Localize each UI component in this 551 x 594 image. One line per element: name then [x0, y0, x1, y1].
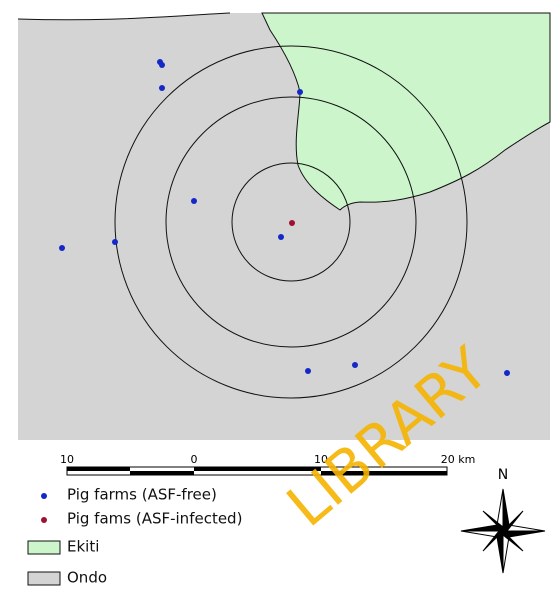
scale-segment	[67, 467, 130, 471]
farm-point	[297, 89, 303, 95]
legend-label: Ekiti	[67, 538, 99, 556]
legend-symbol	[41, 517, 47, 523]
farms-free	[59, 59, 510, 376]
legend-label: Pig farms (ASF-free)	[67, 486, 217, 504]
outside-area	[18, 13, 230, 20]
scale-segment	[321, 471, 447, 475]
buffer-ring	[165, 96, 417, 348]
scale-segment	[130, 471, 194, 475]
legend-label: Pig fams (ASF-infected)	[67, 510, 242, 528]
north-label: N	[498, 467, 508, 483]
boundary	[17, 12, 231, 21]
map	[17, 12, 551, 440]
farm-point	[112, 239, 118, 245]
farm-point	[59, 245, 65, 251]
farm-point	[191, 198, 197, 204]
scale-label: 10	[314, 453, 328, 466]
legend: Pig farms (ASF-free) Pig fams (ASF-infec…	[27, 486, 242, 587]
scale-label: 0	[191, 453, 198, 466]
compass-rose	[460, 488, 546, 574]
scale-label: 10	[60, 453, 74, 466]
farm-infected	[289, 220, 295, 226]
scale-label: 20 km	[441, 453, 476, 466]
buffer-ring	[114, 45, 468, 399]
farm-point	[159, 85, 165, 91]
buffer-rings	[114, 45, 468, 399]
farm-point	[278, 234, 284, 240]
farm-point	[504, 370, 510, 376]
buffer-ring	[231, 162, 351, 282]
legend-symbol	[27, 571, 61, 586]
farm-point	[159, 62, 165, 68]
farm-point	[352, 362, 358, 368]
scale-bar: 10 0 10 20 km	[60, 453, 476, 476]
legend-symbol	[41, 493, 47, 499]
north-arrow: N	[460, 467, 546, 574]
legend-label: Ondo	[67, 569, 107, 587]
legend-symbol	[27, 540, 61, 555]
scale-segment	[194, 467, 321, 471]
farm-point	[305, 368, 311, 374]
